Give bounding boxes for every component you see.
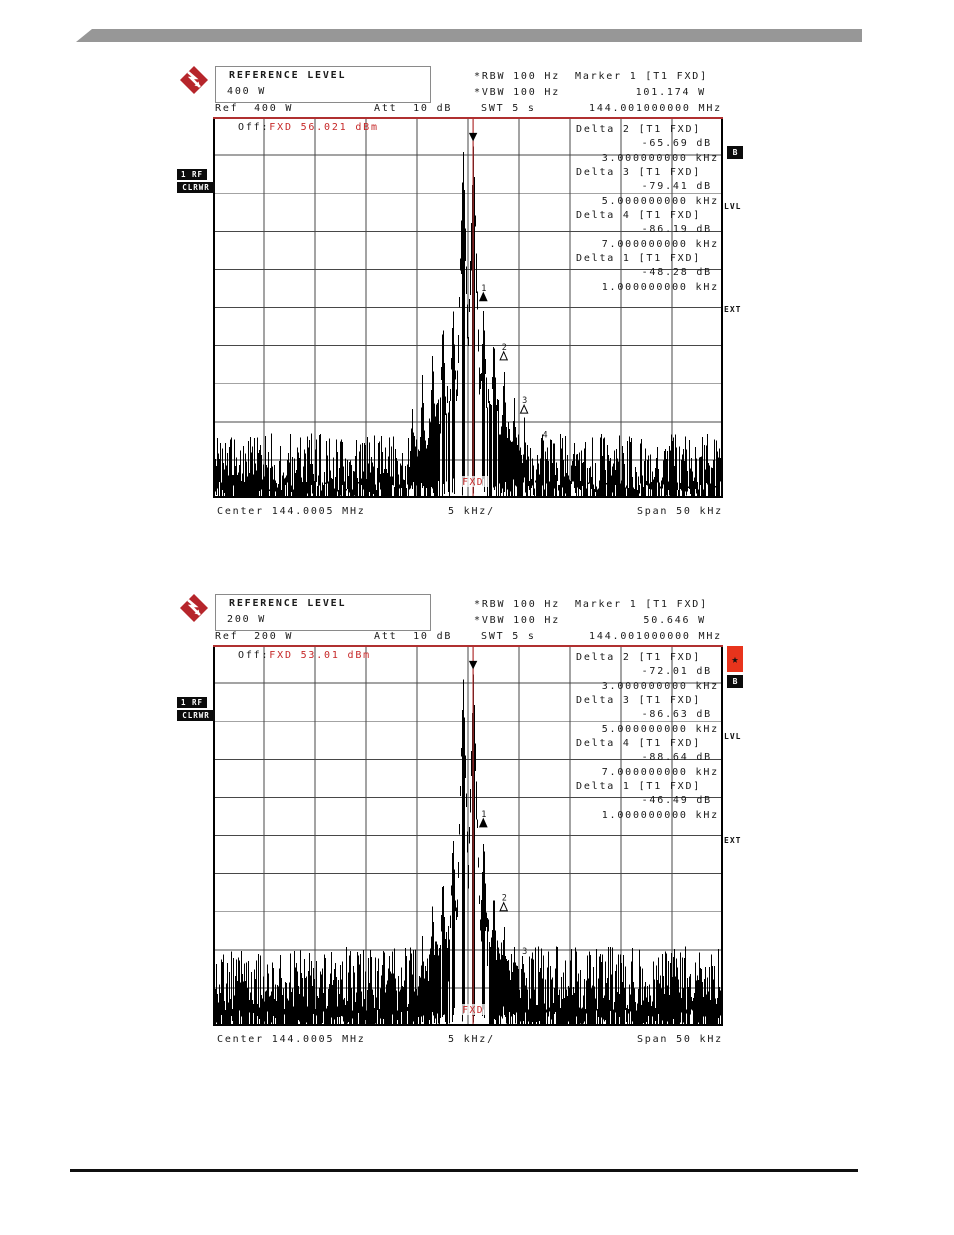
screen-b-badge: B: [727, 675, 743, 688]
graticule-area: FXD 1 2 3 4: [213, 117, 723, 498]
marker-title: Marker 1 [T1 FXD]: [575, 599, 708, 610]
rbw-setting: *RBW 100 Hz: [474, 71, 561, 82]
footer-rule: [70, 1169, 858, 1172]
fxd-line-label: FXD: [462, 1005, 484, 1016]
top-banner: [76, 29, 862, 42]
ext-tag: EXT: [724, 305, 742, 314]
delta-freq-value: 1.000000000 kHz: [601, 281, 719, 293]
ref-setting: Ref 400 W: [215, 103, 294, 114]
spectrum-trace: FXD 1 2 3 4: [213, 117, 723, 498]
delta-db-value: -86.63 dB: [641, 709, 712, 721]
off-label: Off:: [238, 650, 270, 661]
delta-name: Delta 4 [T1 FXD]: [576, 210, 702, 221]
reference-level-label: REFERENCE LEVEL: [229, 598, 347, 609]
axis-perdiv-label: 5 kHz/: [448, 506, 495, 517]
delta-marker-number: 1: [481, 810, 486, 820]
marker-frequency: 144.001000000 MHz: [589, 631, 722, 642]
spectrum-screenshot-2: REFERENCE LEVEL 200 W Ref 200 W Att 10 d…: [0, 593, 954, 1121]
delta-db-value: -86.19 dB: [641, 224, 712, 236]
trace-mode-badge-rf: 1 RF: [177, 697, 207, 708]
marker1-down-triangle: [468, 132, 478, 142]
delta-name: Delta 1 [T1 FXD]: [576, 253, 702, 264]
spectrum-trace: FXD 1 2 3: [213, 645, 723, 1026]
rbw-setting: *RBW 100 Hz: [474, 599, 561, 610]
marker-power: 50.646 W: [643, 615, 706, 626]
off-value: FXD 53.01 dBm: [269, 650, 371, 661]
delta-marker-triangle: [499, 350, 509, 361]
trace-mode-badge-rf: 1 RF: [177, 169, 207, 180]
rohde-schwarz-logo-icon: [180, 66, 208, 94]
delta-marker-triangle: [478, 817, 488, 828]
ref-offset-line: Off:FXD 56.021 dBm: [238, 122, 379, 133]
swt-setting: SWT 5 s: [481, 631, 536, 642]
reference-level-box: [215, 66, 431, 103]
delta-name: Delta 3 [T1 FXD]: [576, 695, 702, 706]
att-setting: Att 10 dB: [374, 631, 453, 642]
delta-db-value: -65.69 dB: [641, 138, 712, 150]
delta-marker-number: 3: [522, 396, 527, 406]
delta-marker-number: 2: [502, 894, 507, 904]
axis-span-label: Span 50 kHz: [636, 506, 723, 517]
delta-freq-value: 1.000000000 kHz: [601, 809, 719, 821]
lvl-tag: LVL: [724, 202, 742, 211]
delta-marker-triangle: [519, 403, 529, 414]
swt-setting: SWT 5 s: [481, 103, 536, 114]
trace-mode-badge-clrwr: CLRWR: [177, 710, 215, 721]
delta-freq-value: 5.000000000 kHz: [601, 195, 719, 207]
delta-db-value: -88.64 dB: [641, 752, 712, 764]
reference-level-label: REFERENCE LEVEL: [229, 70, 347, 81]
delta-name: Delta 2 [T1 FXD]: [576, 652, 702, 663]
marker1-down-triangle: [468, 660, 478, 670]
ext-tag: EXT: [724, 836, 742, 845]
reference-level-value: 400 W: [227, 86, 267, 97]
vbw-setting: *VBW 100 Hz: [474, 87, 561, 98]
star-badge: ★: [727, 646, 743, 672]
marker-title: Marker 1 [T1 FXD]: [575, 71, 708, 82]
marker-frequency: 144.001000000 MHz: [589, 103, 722, 114]
delta-freq-value: 3.000000000 kHz: [601, 680, 719, 692]
axis-center-label: Center 144.0005 MHz: [217, 1034, 366, 1045]
rohde-schwarz-logo-icon: [180, 594, 208, 622]
delta-freq-value: 5.000000000 kHz: [601, 723, 719, 735]
axis-center-label: Center 144.0005 MHz: [217, 506, 366, 517]
fxd-line-label: FXD: [462, 477, 484, 488]
delta-marker-number: 2: [502, 343, 507, 353]
marker-power: 101.174 W: [635, 87, 706, 98]
delta-marker-number: 1: [481, 284, 486, 294]
att-setting: Att 10 dB: [374, 103, 453, 114]
off-label: Off:: [238, 122, 270, 133]
axis-span-label: Span 50 kHz: [636, 1034, 723, 1045]
lvl-tag: LVL: [724, 732, 742, 741]
delta-db-value: -48.28 dB: [641, 267, 712, 279]
axis-perdiv-label: 5 kHz/: [448, 1034, 495, 1045]
delta-freq-value: 7.000000000 kHz: [601, 766, 719, 778]
reference-level-value: 200 W: [227, 614, 267, 625]
ref-offset-line: Off:FXD 53.01 dBm: [238, 650, 371, 661]
spectrum-screenshot-1: REFERENCE LEVEL 400 W Ref 400 W Att 10 d…: [0, 65, 954, 593]
ref-setting: Ref 200 W: [215, 631, 294, 642]
vbw-setting: *VBW 100 Hz: [474, 615, 561, 626]
delta-name: Delta 1 [T1 FXD]: [576, 781, 702, 792]
screen-b-badge: B: [727, 146, 743, 159]
delta-db-value: -46.49 dB: [641, 795, 712, 807]
delta-marker-triangle: [499, 901, 509, 912]
delta-freq-value: 7.000000000 kHz: [601, 238, 719, 250]
delta-marker-number: 3: [522, 947, 527, 957]
delta-name: Delta 3 [T1 FXD]: [576, 167, 702, 178]
delta-freq-value: 3.000000000 kHz: [601, 152, 719, 164]
delta-name: Delta 4 [T1 FXD]: [576, 738, 702, 749]
delta-db-value: -79.41 dB: [641, 181, 712, 193]
delta-name: Delta 2 [T1 FXD]: [576, 124, 702, 135]
delta-marker-triangle: [478, 291, 488, 302]
trace-mode-badge-clrwr: CLRWR: [177, 182, 215, 193]
off-value: FXD 56.021 dBm: [269, 122, 379, 133]
delta-db-value: -72.01 dB: [641, 666, 712, 678]
graticule-area: FXD 1 2 3: [213, 645, 723, 1026]
reference-level-box: [215, 594, 431, 631]
delta-marker-number: 4: [543, 430, 548, 440]
